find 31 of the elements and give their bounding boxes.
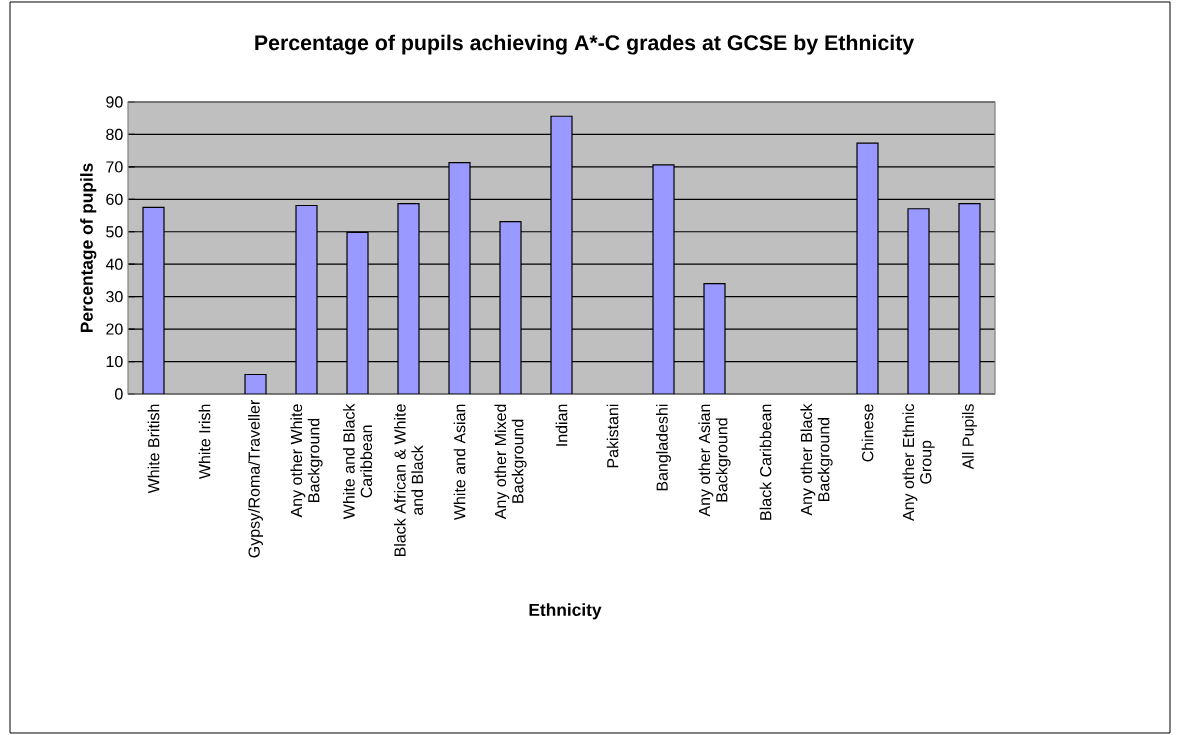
x-tick-label: Bangladeshi [656,404,671,491]
x-tick-label: Any other Black Background [800,403,833,516]
y-tick-label: 10 [106,355,123,368]
y-tick-label: 20 [106,323,123,335]
x-tick-label: Gypsy/Roma/Traveller [248,399,263,558]
x-tick-label: White and Black Caribbean [342,403,373,520]
x-tick-label: Any other Ethnic Group [902,404,935,521]
y-tick-label: 80 [106,128,123,141]
x-tick-label: Pakistani [606,404,619,468]
x-tick-label: Chinese [861,404,874,462]
y-tick-label: 40 [105,258,123,270]
x-tick-label: Any other Asian Background [698,404,731,517]
x-tick-label: Black African & White and Black [393,404,424,557]
x-tick-label: Any other Mixed Background [494,404,527,520]
y-tick-label: 50 [106,226,123,238]
x-tick-label: Black Caribbean [759,404,772,520]
x-tick-label: White British [147,404,160,494]
x-tick-label: Indian [555,404,568,446]
chart-title: Percentage of pupils achieving A*-C grades at GCSE by Ethnicity [255,34,915,55]
x-tick-label: All Pupils [962,404,977,470]
y-tick-label: 70 [106,161,123,173]
y-tick-label: 0 [115,388,123,400]
x-axis-title: Ethnicity [529,603,602,620]
y-tick-label: 60 [106,193,123,205]
bar [244,373,267,394]
x-tick-label: White and Asian [453,404,466,521]
x-tick-label: White Irish [198,404,211,480]
y-tick-label: 30 [106,291,123,303]
y-axis-title: Percentage of pupils [80,163,97,333]
x-tick-label: Any other White Background [290,404,323,518]
y-tick-label: 90 [106,96,123,108]
